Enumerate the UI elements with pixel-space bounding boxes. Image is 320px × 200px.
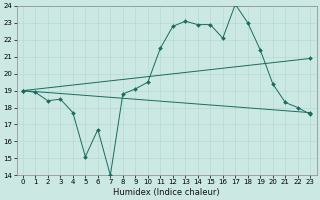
X-axis label: Humidex (Indice chaleur): Humidex (Indice chaleur) <box>113 188 220 197</box>
